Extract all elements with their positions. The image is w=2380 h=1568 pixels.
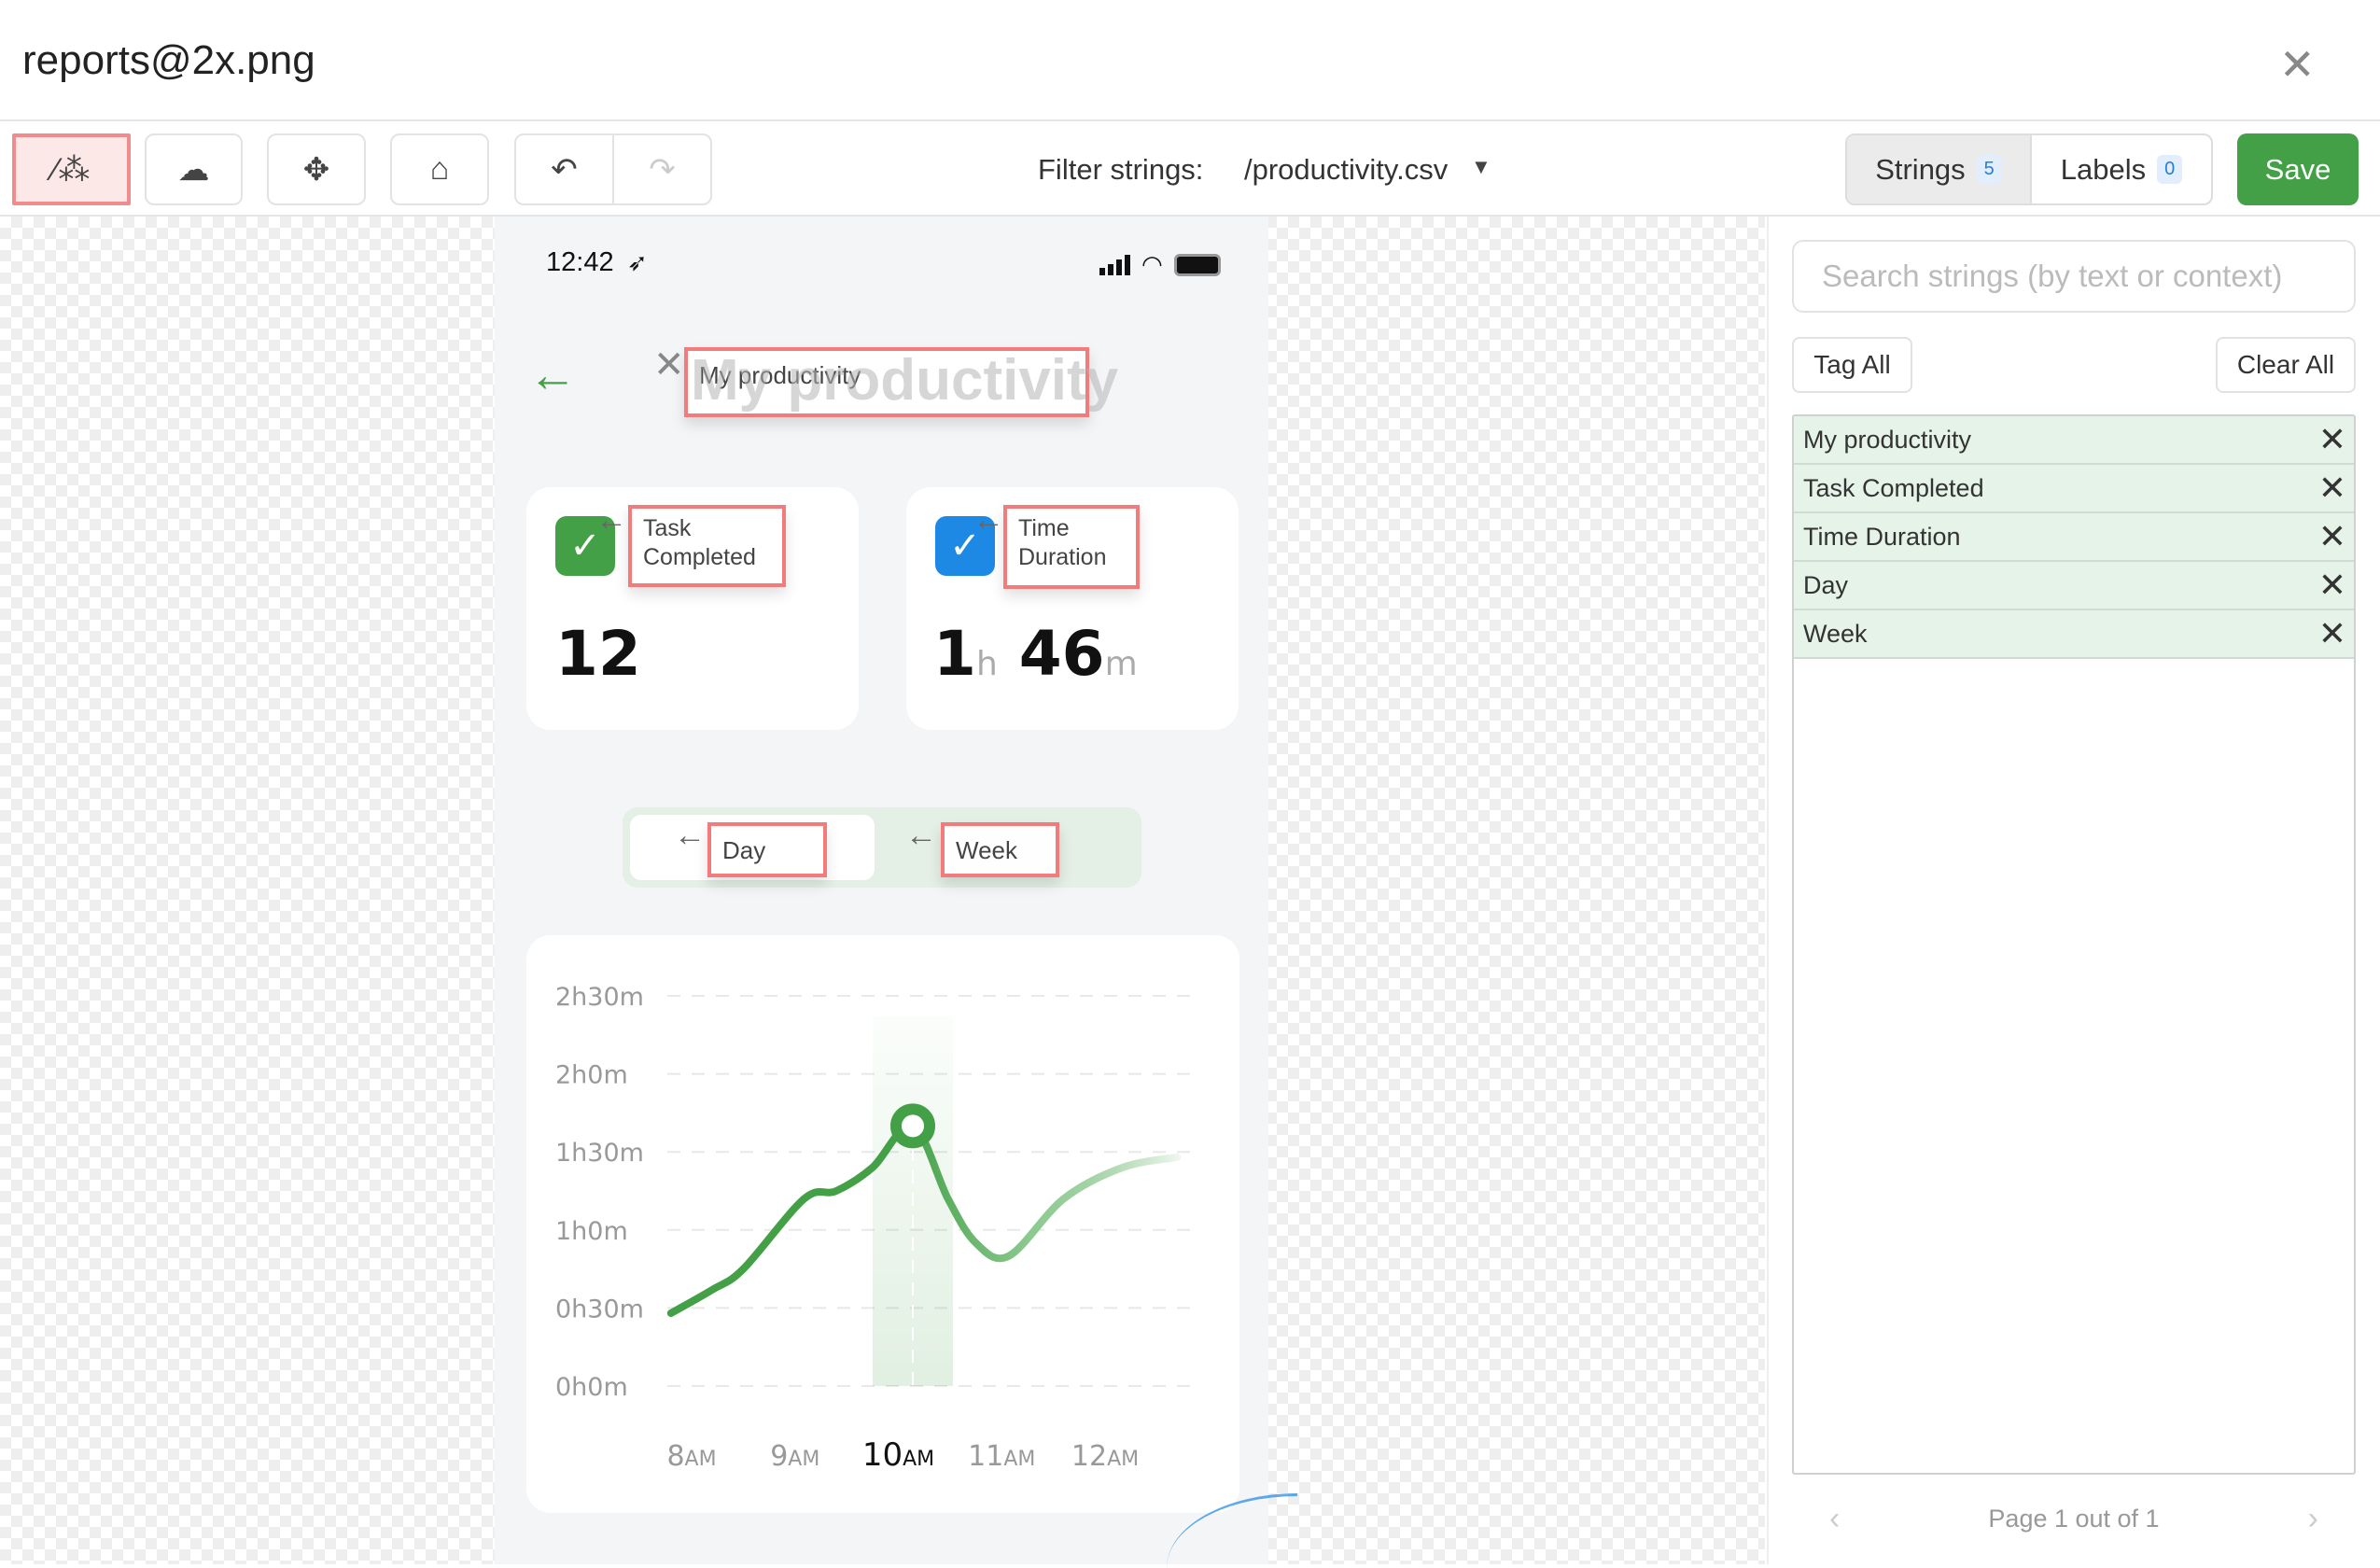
check-icon: ✓	[555, 516, 615, 576]
string-text: My productivity	[1803, 425, 1972, 454]
string-text: Task Completed	[1803, 473, 1984, 502]
arrow-left-icon: ←	[973, 502, 1004, 538]
tab-label: Labels	[2060, 152, 2147, 186]
save-button[interactable]: Save	[2237, 133, 2359, 205]
annotation-day[interactable]: Day	[707, 822, 827, 877]
annotation-my-productivity[interactable]: My productivity	[684, 347, 1089, 417]
clear-all-button[interactable]: Clear All	[2216, 337, 2356, 393]
annotation-text: Time	[1018, 515, 1070, 541]
check-icon: ✓	[935, 516, 995, 576]
count-badge: 0	[2157, 155, 2183, 184]
arrow-left-icon: ←	[905, 818, 937, 853]
filter-label: Filter strings:	[1038, 153, 1204, 186]
arrow-left-icon: ←	[595, 502, 627, 538]
remove-annotation-icon[interactable]: ✕	[653, 344, 685, 385]
move-button[interactable]: ✥	[267, 133, 366, 205]
annotation-week[interactable]: Week	[941, 822, 1059, 877]
annotation-task-completed[interactable]: Task Completed	[628, 505, 786, 587]
undo-icon: ↶	[551, 151, 578, 188]
list-item[interactable]: My productivity ✕	[1794, 416, 2354, 465]
string-text: Week	[1803, 619, 1868, 648]
annotation-time-duration[interactable]: Time Duration	[1003, 505, 1140, 589]
count-badge: 5	[1976, 155, 2002, 184]
tasks-value: 12	[555, 618, 641, 690]
cloud-upload-icon: ☁	[177, 151, 210, 188]
page-indicator: Page 1 out of 1	[1988, 1505, 2160, 1533]
broom-icon: ⌂	[429, 151, 450, 187]
filter-select[interactable]: /productivity.csv	[1244, 153, 1449, 186]
redo-icon: ↷	[649, 151, 676, 188]
minutes-unit: m	[1104, 645, 1138, 683]
minutes: 46	[1018, 618, 1105, 690]
remove-icon[interactable]: ✕	[2317, 566, 2346, 604]
remove-icon[interactable]: ✕	[2317, 469, 2346, 507]
clear-button[interactable]: ⌂	[390, 133, 489, 205]
string-text: Day	[1803, 570, 1849, 599]
hours-unit: h	[975, 645, 998, 683]
list-item[interactable]: Week ✕	[1794, 610, 2354, 659]
tab-label: Strings	[1875, 152, 1966, 186]
status-icons: ◠	[1099, 250, 1221, 279]
annotation-text: My productivity	[699, 361, 861, 389]
battery-icon	[1173, 253, 1221, 276]
caret-down-icon[interactable]: ▼	[1471, 155, 1491, 178]
list-item[interactable]: Day ✕	[1794, 562, 2354, 610]
wifi-icon: ◠	[1141, 250, 1163, 278]
prev-page-icon[interactable]: ‹	[1829, 1501, 1841, 1536]
duration-value: 1h 46m	[933, 618, 1138, 690]
list-item[interactable]: Task Completed ✕	[1794, 465, 2354, 513]
chart-card	[526, 935, 1239, 1513]
annotation-text: Day	[722, 836, 766, 864]
tab-group: Strings 5 Labels 0	[1845, 133, 2213, 205]
magic-wand-button[interactable]: ⁄⁂	[12, 133, 131, 205]
location-icon: ➶	[627, 248, 648, 276]
back-arrow-icon[interactable]: ←	[528, 348, 577, 402]
hours: 1	[933, 618, 976, 690]
remove-icon[interactable]: ✕	[2317, 420, 2346, 458]
remove-icon[interactable]: ✕	[2317, 517, 2346, 555]
arrow-left-icon: ←	[674, 818, 706, 853]
list-item[interactable]: Time Duration ✕	[1794, 513, 2354, 562]
tab-strings[interactable]: Strings 5	[1847, 135, 2032, 203]
strings-list: My productivity ✕ Task Completed ✕ Time Du…	[1792, 414, 2356, 1475]
move-icon: ✥	[302, 151, 330, 188]
undo-button[interactable]: ↶	[514, 133, 614, 205]
annotation-text: Completed	[643, 544, 756, 571]
redo-button[interactable]: ↷	[612, 133, 712, 205]
signal-icon	[1099, 254, 1130, 275]
close-icon[interactable]: ✕	[2279, 40, 2316, 89]
toolbar: ⁄⁂ ☁ ✥ ⌂ ↶ ↷ Filter strings: /productivi…	[0, 119, 2380, 217]
pagination: ‹ Page 1 out of 1 ›	[1792, 1501, 2356, 1537]
upload-button[interactable]: ☁	[145, 133, 243, 205]
annotation-text: Week	[956, 836, 1017, 864]
annotation-text: Duration	[1018, 544, 1107, 571]
remove-icon[interactable]: ✕	[2317, 614, 2346, 652]
string-text: Time Duration	[1803, 522, 1961, 551]
annotation-text: Task	[643, 515, 692, 541]
next-page-icon[interactable]: ›	[2307, 1501, 2318, 1536]
window-title: reports@2x.png	[22, 37, 315, 83]
search-input[interactable]	[1792, 240, 2356, 313]
status-time: 12:42	[546, 247, 614, 277]
tab-labels[interactable]: Labels 0	[2032, 135, 2211, 203]
magic-wand-icon: ⁄⁂	[52, 151, 91, 188]
tag-all-button[interactable]: Tag All	[1792, 337, 1912, 393]
